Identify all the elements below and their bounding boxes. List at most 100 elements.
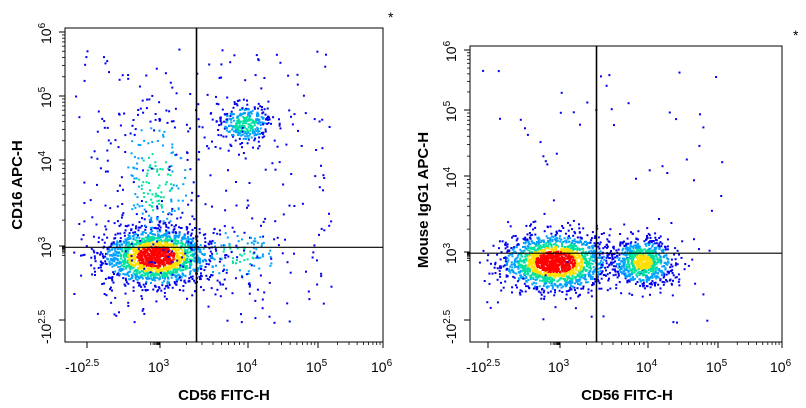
event-dot — [180, 248, 183, 251]
event-dot — [167, 262, 170, 265]
event-dot — [532, 221, 535, 224]
event-dot — [151, 263, 154, 266]
event-dot — [205, 274, 208, 277]
event-dot — [126, 260, 129, 263]
event-dot — [193, 252, 196, 255]
event-dot — [113, 259, 116, 262]
event-dot — [199, 249, 202, 252]
event-dot — [255, 248, 258, 251]
event-dot — [199, 278, 201, 281]
event-dot — [220, 121, 223, 124]
event-dot — [222, 270, 225, 272]
event-dot — [590, 289, 593, 292]
event-dot — [318, 120, 321, 123]
event-dot — [574, 255, 577, 258]
event-dot — [105, 263, 108, 266]
event-dot — [109, 257, 112, 260]
event-dot — [113, 237, 116, 240]
event-dot — [142, 169, 144, 172]
event-dot — [225, 135, 228, 138]
event-dot — [561, 241, 563, 244]
event-dot — [131, 223, 134, 226]
event-dot — [118, 269, 121, 272]
event-dot — [150, 277, 153, 280]
event-dot — [262, 220, 265, 223]
event-dot — [518, 260, 520, 262]
event-dot — [552, 256, 555, 258]
event-dot — [625, 266, 628, 269]
event-dot — [579, 239, 582, 242]
event-dot — [550, 245, 553, 248]
event-dot — [582, 250, 585, 253]
event-dot — [532, 287, 535, 290]
event-dot — [109, 245, 112, 248]
event-dot — [586, 269, 589, 272]
event-dot — [144, 250, 147, 252]
event-dot — [232, 135, 234, 138]
event-dot — [241, 146, 243, 149]
event-dot — [138, 85, 141, 88]
event-dot — [163, 287, 166, 290]
event-dot — [203, 253, 206, 256]
event-dot — [126, 264, 129, 267]
event-dot — [240, 125, 243, 128]
event-dot — [243, 125, 246, 127]
event-dot — [643, 254, 646, 257]
event-dot — [602, 255, 605, 258]
event-dot — [653, 263, 656, 266]
event-dot — [272, 116, 275, 119]
event-dot — [569, 297, 572, 300]
event-dot — [240, 254, 243, 257]
event-dot — [261, 307, 264, 310]
event-dot — [147, 238, 150, 241]
event-dot — [538, 241, 541, 244]
event-dot — [245, 273, 248, 276]
event-dot — [198, 250, 201, 253]
event-dot — [578, 247, 581, 250]
event-dot — [176, 266, 179, 269]
event-dot — [207, 263, 210, 266]
event-dot — [611, 255, 614, 258]
event-dot — [165, 229, 168, 232]
event-dot — [145, 181, 148, 184]
event-dot — [83, 220, 86, 223]
event-dot — [230, 113, 233, 115]
event-dot — [200, 286, 202, 289]
event-dot — [253, 106, 256, 109]
event-dot — [160, 196, 163, 199]
event-dot — [238, 129, 241, 132]
event-dot — [567, 277, 570, 280]
event-dot — [249, 236, 251, 239]
event-dot — [164, 242, 167, 245]
event-dot — [236, 125, 239, 128]
event-dot — [177, 261, 180, 264]
event-dot — [174, 234, 177, 237]
event-dot — [627, 270, 630, 273]
event-dot — [259, 127, 262, 130]
event-dot — [535, 262, 538, 265]
event-dot — [139, 239, 142, 242]
event-dot — [243, 252, 246, 255]
event-dot — [113, 243, 116, 246]
event-dot — [132, 279, 135, 282]
event-dot — [568, 265, 570, 268]
event-dot — [591, 231, 594, 234]
event-dot — [558, 229, 561, 232]
event-dot — [601, 270, 604, 273]
event-dot — [167, 238, 170, 241]
event-dot — [230, 124, 233, 127]
event-dot — [556, 264, 559, 267]
event-dot — [524, 242, 527, 245]
event-dot — [175, 242, 178, 245]
event-dot — [156, 237, 159, 240]
event-dot — [247, 137, 250, 140]
event-dot — [150, 281, 152, 284]
event-dot — [105, 252, 107, 255]
event-dot — [139, 226, 142, 229]
event-dot — [506, 267, 509, 270]
event-dot — [186, 261, 189, 264]
event-dot — [137, 229, 140, 232]
event-dot — [584, 253, 587, 255]
event-dot — [198, 258, 201, 261]
